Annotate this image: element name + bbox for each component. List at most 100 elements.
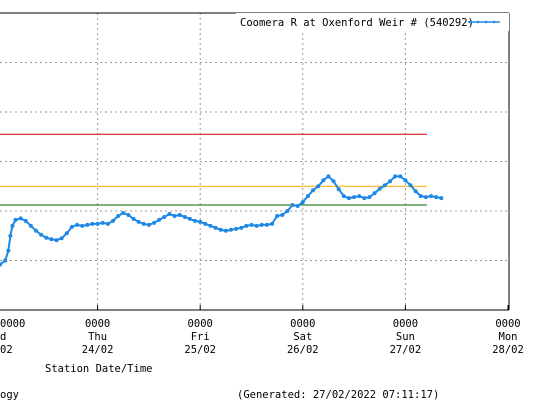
data-point bbox=[13, 217, 18, 222]
legend-label: Coomera R at Oxenford Weir # (540292) bbox=[240, 17, 474, 29]
x-tick-day: Mon bbox=[499, 331, 518, 343]
data-point bbox=[223, 228, 228, 233]
data-point bbox=[341, 194, 346, 199]
data-point bbox=[90, 221, 95, 226]
data-point bbox=[305, 194, 310, 199]
data-point bbox=[234, 226, 239, 231]
x-tick-date: 25/02 bbox=[184, 344, 216, 356]
x-tick-time: 0000 bbox=[495, 318, 520, 330]
x-tick-date: 26/02 bbox=[287, 344, 319, 356]
data-point bbox=[146, 222, 151, 227]
data-point bbox=[59, 236, 64, 241]
data-point bbox=[382, 183, 387, 188]
data-point bbox=[152, 220, 157, 225]
data-point bbox=[177, 212, 182, 217]
data-point bbox=[418, 194, 423, 199]
data-point bbox=[239, 225, 244, 230]
legend: Coomera R at Oxenford Weir # (540292) bbox=[236, 13, 509, 31]
data-point bbox=[110, 218, 115, 223]
data-point bbox=[346, 196, 351, 201]
data-point bbox=[326, 174, 331, 179]
x-tick-day: Sat bbox=[293, 331, 312, 343]
x-tick-time: 0000 bbox=[0, 318, 25, 330]
data-point bbox=[423, 195, 428, 200]
x-tick-day: d bbox=[0, 331, 6, 343]
data-point bbox=[18, 216, 23, 221]
data-point bbox=[80, 223, 85, 228]
data-point bbox=[100, 220, 105, 225]
x-tick-time: 0000 bbox=[188, 318, 213, 330]
legend-marker bbox=[492, 20, 496, 24]
data-point bbox=[377, 186, 382, 191]
data-point bbox=[362, 196, 367, 201]
threshold-lines bbox=[0, 133, 427, 206]
data-point bbox=[357, 194, 362, 199]
data-point bbox=[121, 210, 126, 215]
data-point bbox=[408, 183, 413, 188]
x-tick-date: 27/02 bbox=[390, 344, 422, 356]
data-point bbox=[126, 212, 131, 217]
data-point bbox=[259, 222, 264, 227]
grid-lines bbox=[0, 13, 509, 310]
generated-timestamp: (Generated: 27/02/2022 07:11:17) bbox=[237, 389, 439, 401]
series-line bbox=[0, 175, 442, 266]
data-point bbox=[300, 200, 305, 205]
data-point bbox=[295, 204, 300, 209]
data-point bbox=[311, 188, 316, 193]
data-point bbox=[434, 195, 439, 200]
data-point bbox=[198, 219, 203, 224]
data-point bbox=[264, 222, 269, 227]
data-point bbox=[270, 221, 275, 226]
data-point bbox=[75, 222, 80, 227]
data-point bbox=[208, 223, 213, 228]
legend-markers bbox=[468, 20, 496, 24]
data-point bbox=[193, 218, 198, 223]
data-point bbox=[3, 258, 8, 263]
legend-marker bbox=[484, 20, 488, 24]
data-point bbox=[321, 178, 326, 183]
footer-left-fragment: ogy bbox=[0, 389, 19, 401]
x-tick-date: 24/02 bbox=[82, 344, 114, 356]
data-point bbox=[203, 221, 208, 226]
data-point bbox=[290, 203, 295, 208]
data-point bbox=[182, 214, 187, 219]
data-point bbox=[136, 219, 141, 224]
data-point bbox=[398, 174, 403, 179]
data-point bbox=[249, 222, 254, 227]
x-tick-date: 28/02 bbox=[492, 344, 524, 356]
data-point bbox=[8, 233, 13, 238]
data-point bbox=[439, 196, 444, 201]
data-point bbox=[393, 174, 398, 179]
data-point bbox=[275, 213, 280, 218]
data-point bbox=[64, 231, 69, 236]
data-point bbox=[131, 216, 136, 221]
data-point bbox=[372, 191, 377, 196]
x-axis-title: Station Date/Time bbox=[45, 363, 152, 375]
data-point bbox=[167, 211, 172, 216]
data-point bbox=[49, 237, 54, 242]
data-point bbox=[413, 189, 418, 194]
data-point bbox=[10, 223, 15, 228]
data-point bbox=[23, 218, 28, 223]
data-point bbox=[34, 228, 39, 233]
x-tick-labels: 0000d020000Thu24/020000Fri25/020000Sat26… bbox=[0, 305, 524, 356]
data-point bbox=[54, 238, 59, 243]
data-point bbox=[39, 232, 44, 237]
x-tick-day: Thu bbox=[88, 331, 107, 343]
data-point bbox=[254, 223, 259, 228]
data-point bbox=[95, 221, 100, 226]
data-point bbox=[157, 217, 162, 222]
data-point bbox=[162, 214, 167, 219]
data-point bbox=[403, 178, 408, 183]
data-point bbox=[316, 184, 321, 189]
data-point bbox=[116, 213, 121, 218]
data-point bbox=[187, 216, 192, 221]
data-point bbox=[336, 187, 341, 192]
legend-marker bbox=[468, 20, 472, 24]
data-point bbox=[218, 227, 223, 232]
data-point bbox=[244, 223, 249, 228]
data-point bbox=[388, 179, 393, 184]
series-group bbox=[0, 174, 444, 267]
data-point bbox=[367, 195, 372, 200]
data-point bbox=[6, 248, 11, 253]
